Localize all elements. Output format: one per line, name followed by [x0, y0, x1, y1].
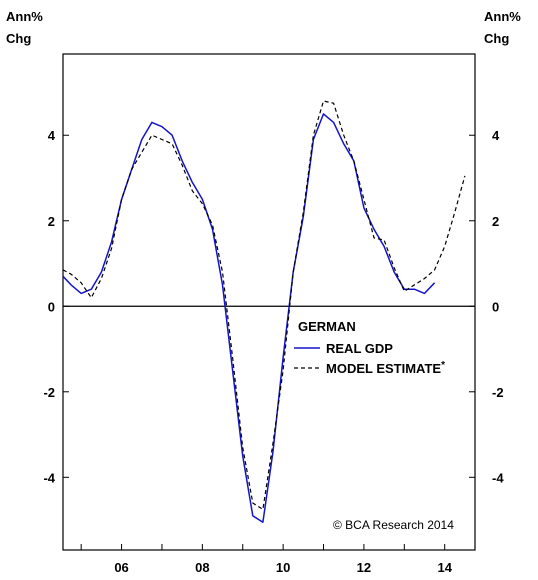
y-tick-label-right: 2	[492, 214, 499, 229]
legend-footnote-mark: *	[441, 360, 445, 371]
x-tick-label: 14	[437, 560, 452, 575]
series-line-model-estimate	[62, 100, 466, 510]
legend-label-real-gdp: REAL GDP	[326, 341, 393, 356]
copyright-text: © BCA Research 2014	[333, 518, 454, 532]
series-layer	[62, 100, 466, 523]
y-tick-label-left: -4	[43, 470, 55, 485]
y-tick-label-right: 4	[492, 128, 500, 143]
x-tick-label: 06	[114, 560, 128, 575]
y-axis-unit-right: Ann% Chg	[484, 6, 521, 50]
y-tick-label-left: 0	[48, 299, 55, 314]
y-tick-label-left: 4	[48, 128, 56, 143]
y-tick-label-left: 2	[48, 214, 55, 229]
x-tick-label: 08	[195, 560, 209, 575]
y-axis-unit-left: Ann% Chg	[6, 6, 43, 50]
legend-label-model-estimate: MODEL ESTIMATE	[326, 361, 441, 376]
series-line-real-gdp	[62, 113, 436, 523]
x-tick-label: 12	[357, 560, 371, 575]
legend: GERMAN REAL GDP MODEL ESTIMATE*	[294, 319, 445, 376]
plot-frame	[62, 53, 476, 551]
legend-label-model-estimate-line: MODEL ESTIMATE*	[326, 360, 445, 376]
y-axis-ticks: -4 -4 -2 -2 0 0 2 2 4 4	[43, 128, 504, 485]
y-tick-label-right: 0	[492, 299, 499, 314]
y-tick-label-left: -2	[43, 385, 55, 400]
x-axis-ticks: 06 08 10 12 14	[80, 544, 453, 575]
y-axis-unit-right-line-2: Chg	[484, 31, 510, 46]
y-axis-unit-left-line-1: Ann%	[6, 9, 43, 24]
y-axis-unit-right-line-1: Ann%	[484, 9, 521, 24]
y-tick-label-right: -2	[492, 385, 504, 400]
y-tick-label-right: -4	[492, 470, 504, 485]
y-axis-unit-left-line-2: Chg	[6, 31, 32, 46]
x-tick-label: 10	[276, 560, 290, 575]
legend-title: GERMAN	[298, 319, 356, 334]
